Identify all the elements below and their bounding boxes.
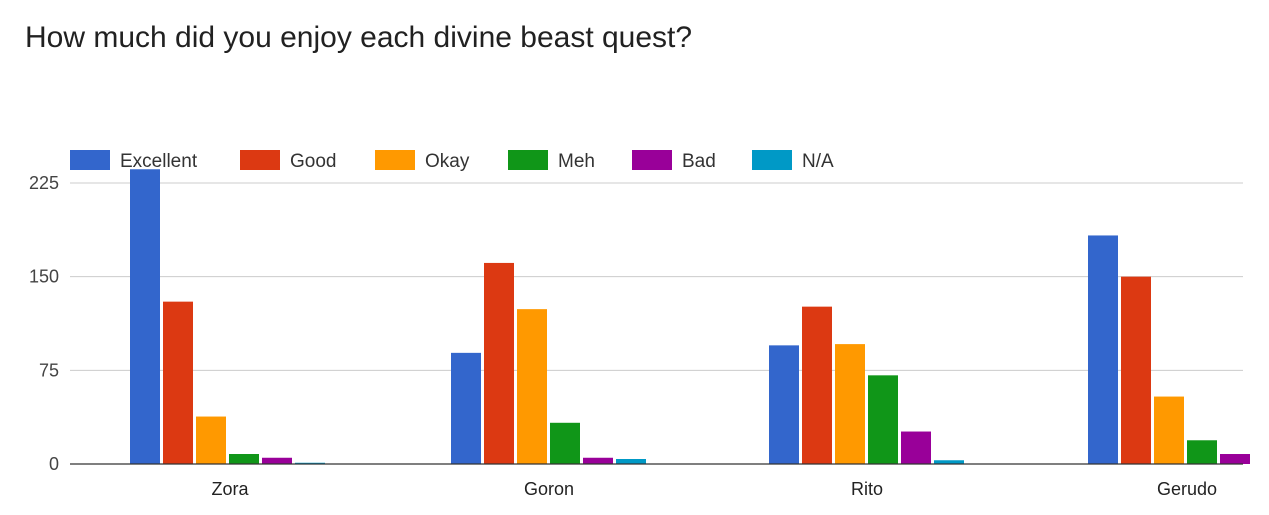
legend-label-bad: Bad — [682, 151, 716, 172]
bar-rito-meh — [868, 375, 898, 464]
bar-goron-good — [484, 262, 514, 464]
y-tick-label: 225 — [29, 173, 59, 193]
bar-goron-excellent — [451, 352, 481, 464]
legend-swatch-n-a — [752, 150, 792, 170]
x-tick-label: Goron — [524, 479, 574, 499]
gridlines — [70, 182, 1243, 371]
legend-label-n-a: N/A — [802, 151, 834, 172]
bar-zora-n-a — [295, 462, 325, 464]
legend-label-good: Good — [290, 151, 336, 172]
x-tick-label: Rito — [851, 479, 883, 499]
y-tick-label: 75 — [39, 360, 59, 380]
legend-label-excellent: Excellent — [120, 151, 198, 172]
bar-rito-bad — [901, 431, 931, 464]
chart-title: How much did you enjoy each divine beast… — [25, 21, 693, 54]
y-tick-label: 0 — [49, 454, 59, 474]
bar-gerudo-bad — [1220, 454, 1250, 464]
bars — [130, 169, 1250, 465]
x-tick-label: Gerudo — [1157, 479, 1217, 499]
bar-goron-n-a — [616, 459, 646, 464]
bar-goron-bad — [583, 457, 613, 464]
y-tick-label: 150 — [29, 267, 59, 287]
x-tick-label: Zora — [211, 479, 249, 499]
legend-swatch-bad — [632, 150, 672, 170]
bar-rito-excellent — [769, 345, 799, 464]
bar-zora-bad — [262, 457, 292, 464]
bar-rito-n-a — [934, 460, 964, 464]
bar-rito-good — [802, 306, 832, 464]
bar-gerudo-okay — [1154, 396, 1184, 464]
bar-zora-okay — [196, 416, 226, 464]
legend-label-meh: Meh — [558, 151, 595, 172]
legend-swatch-okay — [375, 150, 415, 170]
bar-gerudo-good — [1121, 276, 1151, 464]
legend-label-okay: Okay — [425, 151, 470, 172]
bar-gerudo-excellent — [1088, 235, 1118, 464]
x-axis: Zora Goron Rito Gerudo — [70, 463, 1243, 499]
bar-goron-okay — [517, 309, 547, 464]
legend-swatch-excellent — [70, 150, 110, 170]
legend-swatch-good — [240, 150, 280, 170]
bar-gerudo-meh — [1187, 440, 1217, 464]
bar-zora-excellent — [130, 169, 160, 465]
bar-zora-good — [163, 301, 193, 464]
bar-zora-meh — [229, 454, 259, 464]
bar-rito-okay — [835, 344, 865, 464]
chart-legend: Excellent Good Okay Meh Bad N/A — [70, 150, 834, 172]
y-axis: 0 75 150 225 — [29, 173, 59, 474]
bar-goron-meh — [550, 422, 580, 464]
legend-swatch-meh — [508, 150, 548, 170]
